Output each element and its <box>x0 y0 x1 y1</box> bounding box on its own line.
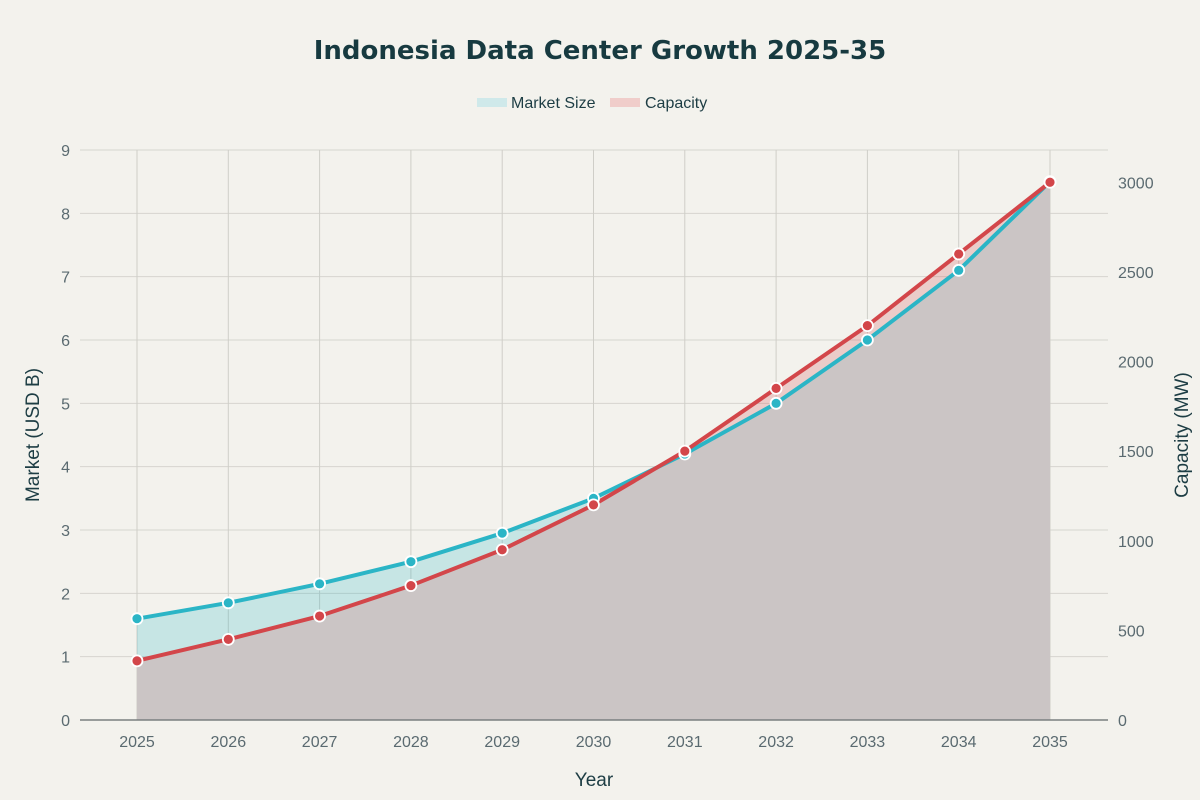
point-capacity <box>952 247 966 261</box>
tick-labels: 0 1 2 3 4 5 6 7 8 9 0 500 1000 1500 2000 2500 3000 2025 20… <box>61 143 1154 751</box>
y-tick-label-left: 2 <box>61 586 70 603</box>
legend: Market Size Capacity <box>477 95 707 112</box>
x-tick-label: 2028 <box>393 734 429 751</box>
y-tick-label-left: 6 <box>61 333 70 350</box>
point-market-size <box>952 263 966 277</box>
x-tick-label: 2027 <box>302 734 338 751</box>
series-areas <box>137 181 1050 721</box>
chart-title: Indonesia Data Center Growth 2025-35 <box>314 36 886 66</box>
x-tick-label: 2026 <box>211 734 247 751</box>
y-tick-label-left: 3 <box>61 523 70 540</box>
legend-swatch-market-size[interactable] <box>477 98 507 107</box>
y-tick-label-left: 5 <box>61 396 70 413</box>
legend-label-capacity[interactable]: Capacity <box>645 95 707 112</box>
point-capacity <box>495 543 509 557</box>
area-overlap <box>137 182 1050 720</box>
point-capacity <box>313 609 327 623</box>
y-tick-label-left: 9 <box>61 143 70 160</box>
point-market-size <box>130 612 144 626</box>
y-tick-label-right: 2500 <box>1118 265 1154 282</box>
y-tick-label-right: 2000 <box>1118 355 1154 372</box>
x-tick-label: 2034 <box>941 734 977 751</box>
y-tick-label-right: 500 <box>1118 623 1145 640</box>
point-capacity <box>678 444 692 458</box>
y-tick-label-right: 1500 <box>1118 444 1154 461</box>
y-tick-label-right: 3000 <box>1118 175 1154 192</box>
point-market-size <box>495 526 509 540</box>
x-tick-label: 2030 <box>576 734 612 751</box>
y-tick-label-right: 1000 <box>1118 534 1154 551</box>
x-tick-label: 2029 <box>484 734 520 751</box>
x-tick-label: 2035 <box>1032 734 1068 751</box>
point-capacity <box>221 632 235 646</box>
y-axis-title-right: Capacity (MW) <box>1172 372 1193 498</box>
y-tick-label-right: 0 <box>1118 713 1127 730</box>
point-capacity <box>404 579 418 592</box>
point-capacity <box>1043 175 1057 189</box>
point-market-size <box>404 555 418 569</box>
x-tick-label: 2033 <box>850 734 886 751</box>
y-tick-label-left: 4 <box>61 460 70 477</box>
series-markers <box>130 175 1057 668</box>
point-capacity <box>587 498 600 512</box>
point-capacity <box>130 654 144 668</box>
y-tick-label-left: 8 <box>61 206 70 223</box>
x-tick-label: 2025 <box>119 734 155 751</box>
point-capacity <box>861 319 874 333</box>
point-market-size <box>861 333 874 347</box>
x-axis-title: Year <box>575 770 614 791</box>
point-market-size <box>221 596 235 610</box>
x-tick-label: 2032 <box>758 734 794 751</box>
point-market-size <box>769 396 783 410</box>
y-axis-title-left: Market (USD B) <box>23 368 44 502</box>
x-tick-label: 2031 <box>667 734 703 751</box>
y-tick-label-left: 7 <box>61 270 70 287</box>
point-capacity <box>769 381 783 395</box>
point-market-size <box>313 577 327 591</box>
legend-label-market-size[interactable]: Market Size <box>511 95 596 112</box>
y-tick-label-left: 0 <box>61 713 70 730</box>
y-tick-label-left: 1 <box>61 650 70 667</box>
legend-swatch-capacity[interactable] <box>610 98 640 107</box>
